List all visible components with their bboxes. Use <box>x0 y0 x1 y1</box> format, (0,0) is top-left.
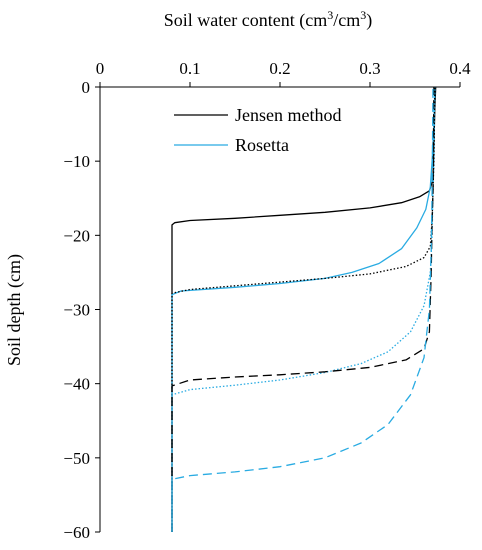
axis-layer: 0 0.1 0.2 0.3 0.4 0 −10 −20 −30 −40 −50 −60 <box>63 59 471 542</box>
y-tick-label: −30 <box>63 301 90 320</box>
legend-layer: Jensen method Rosetta <box>174 105 341 155</box>
series-line-2 <box>171 86 436 532</box>
series-line-3 <box>171 86 436 532</box>
y-tick-label: −40 <box>63 375 90 394</box>
y-axis-title: Soil depth (cm) <box>4 254 25 366</box>
y-tick-label: −20 <box>63 226 90 245</box>
legend-label: Jensen method <box>235 105 341 125</box>
series-line-1 <box>171 86 437 532</box>
legend-label: Rosetta <box>235 135 289 155</box>
series-line-5 <box>171 86 435 532</box>
x-tick-label: 0.4 <box>449 59 471 78</box>
series-layer <box>171 86 437 532</box>
x-axis-title: Soil water content (cm3/cm3) <box>164 8 372 31</box>
x-tick-label: 0.2 <box>269 59 290 78</box>
x-tick-label: 0.1 <box>179 59 200 78</box>
y-tick-label: −60 <box>63 523 90 542</box>
series-line-4 <box>171 86 436 532</box>
x-tick-label: 0 <box>96 59 105 78</box>
y-tick-label: 0 <box>82 78 91 97</box>
series-line-6 <box>171 86 434 532</box>
x-tick-label: 0.3 <box>359 59 380 78</box>
y-tick-label: −10 <box>63 152 90 171</box>
y-tick-label: −50 <box>63 449 90 468</box>
